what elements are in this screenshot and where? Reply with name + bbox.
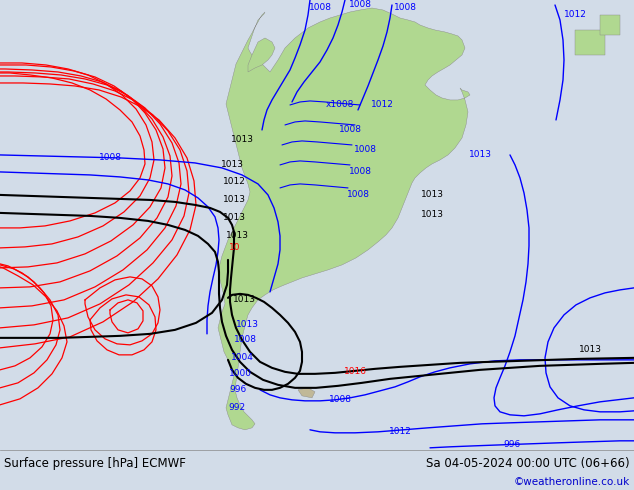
- Text: 1013: 1013: [221, 160, 243, 170]
- Polygon shape: [575, 30, 605, 55]
- Text: Sa 04-05-2024 00:00 UTC (06+66): Sa 04-05-2024 00:00 UTC (06+66): [427, 457, 630, 470]
- Text: 1008: 1008: [233, 335, 257, 344]
- Text: 1008: 1008: [98, 153, 122, 163]
- Text: 1013: 1013: [223, 214, 245, 222]
- Text: 1012: 1012: [564, 10, 586, 20]
- Text: 1000: 1000: [228, 369, 252, 378]
- Text: 1008: 1008: [354, 146, 377, 154]
- Text: 1008: 1008: [328, 395, 351, 404]
- Text: 1008: 1008: [309, 3, 332, 13]
- Text: 996: 996: [230, 385, 247, 394]
- Text: ©weatheronline.co.uk: ©weatheronline.co.uk: [514, 477, 630, 487]
- Polygon shape: [600, 15, 620, 35]
- Polygon shape: [218, 8, 470, 430]
- Polygon shape: [298, 388, 315, 398]
- Text: 1008: 1008: [349, 0, 372, 9]
- Text: 1012: 1012: [223, 177, 245, 186]
- Text: 1013: 1013: [420, 210, 444, 220]
- Text: 996: 996: [503, 441, 521, 449]
- Polygon shape: [248, 38, 275, 72]
- Text: 1008: 1008: [349, 168, 372, 176]
- Text: 1013: 1013: [578, 345, 602, 354]
- Text: 1012: 1012: [370, 100, 394, 109]
- Text: 1013: 1013: [233, 295, 256, 304]
- Text: 1008: 1008: [394, 3, 417, 13]
- Text: 1013: 1013: [235, 320, 259, 329]
- Text: x1008: x1008: [326, 100, 354, 109]
- Text: 1016: 1016: [344, 368, 366, 376]
- Text: 1013: 1013: [420, 191, 444, 199]
- Text: 1008: 1008: [347, 191, 370, 199]
- Text: 10: 10: [230, 244, 241, 252]
- Text: 1012: 1012: [389, 427, 411, 436]
- Text: 1013: 1013: [231, 135, 254, 145]
- Text: 1013: 1013: [226, 231, 249, 241]
- Text: 992: 992: [228, 403, 245, 413]
- Text: 1008: 1008: [339, 125, 361, 134]
- Text: 1013: 1013: [223, 196, 245, 204]
- Text: Surface pressure [hPa] ECMWF: Surface pressure [hPa] ECMWF: [4, 457, 186, 470]
- Text: 1004: 1004: [231, 353, 254, 363]
- Text: 1013: 1013: [469, 150, 491, 159]
